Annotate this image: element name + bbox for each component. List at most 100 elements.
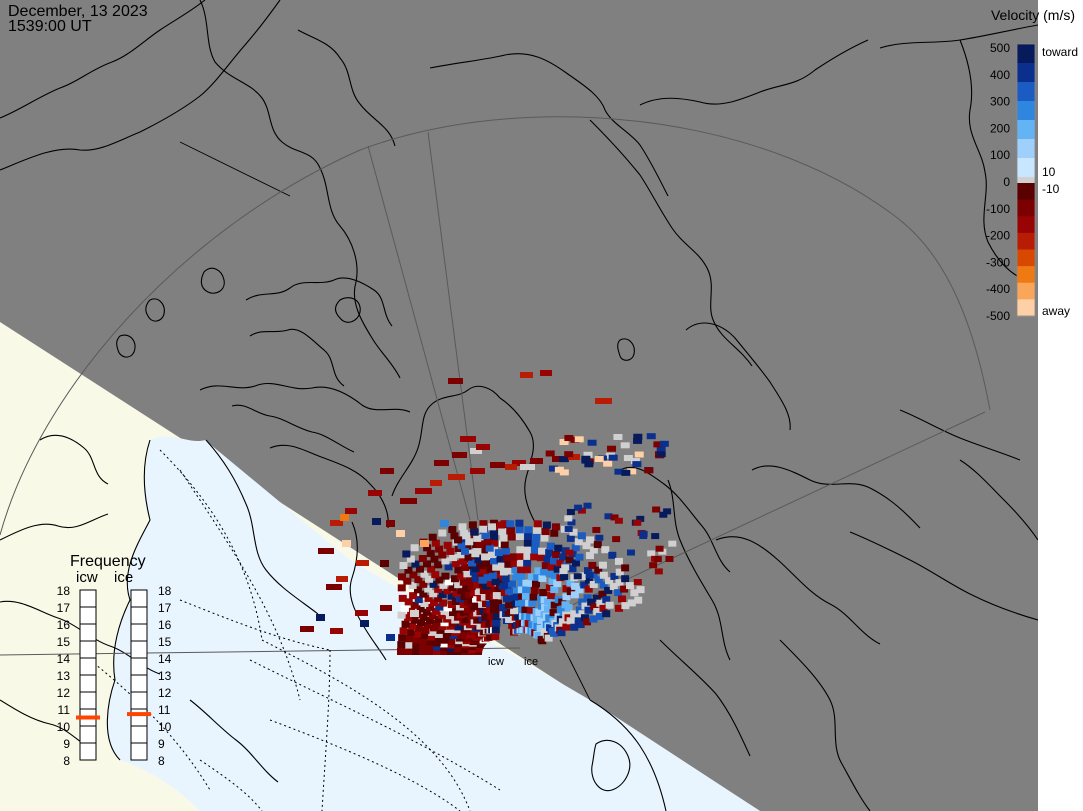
backscatter-cell — [559, 568, 568, 576]
backscatter-cell — [639, 533, 648, 540]
backscatter-cell — [399, 562, 408, 570]
backscatter-cell — [564, 526, 573, 533]
backscatter-cell — [614, 517, 623, 524]
backscatter-cell — [567, 519, 576, 526]
backscatter-cell — [531, 540, 540, 548]
backscatter-cell — [419, 632, 428, 640]
backscatter-cell — [626, 582, 635, 590]
backscatter-cell — [603, 460, 613, 467]
velocity-tick-label: 300 — [990, 95, 1010, 109]
backscatter-cell — [588, 561, 597, 569]
backscatter-cell — [570, 623, 579, 631]
backscatter-cell — [543, 555, 552, 563]
backscatter-cell — [426, 549, 435, 557]
backscatter-cell — [652, 506, 661, 513]
backscatter-cell — [530, 546, 539, 554]
backscatter-cell — [540, 370, 552, 376]
backscatter-cell — [621, 602, 630, 610]
backscatter-cell — [608, 454, 618, 461]
velocity-tick-label: 200 — [990, 121, 1010, 135]
backscatter-cell — [498, 562, 507, 570]
frequency-tick-label: 12 — [158, 686, 172, 700]
backscatter-cell — [432, 643, 441, 651]
backscatter-cell — [527, 579, 536, 587]
frequency-tick-label: 13 — [158, 669, 172, 683]
backscatter-cell — [528, 600, 537, 608]
backscatter-cell — [506, 520, 515, 528]
backscatter-cell — [536, 624, 545, 632]
backscatter-cell — [594, 455, 604, 462]
backscatter-cell — [438, 622, 447, 630]
backscatter-cell — [620, 442, 630, 449]
backscatter-cell — [399, 627, 408, 635]
backscatter-cell — [425, 648, 433, 655]
backscatter-cell — [565, 556, 574, 564]
backscatter-cell — [482, 582, 490, 590]
backscatter-cell — [485, 544, 494, 552]
backscatter-cell — [534, 567, 543, 575]
backscatter-cell — [553, 565, 562, 573]
backscatter-cell — [554, 466, 564, 473]
backscatter-cell — [340, 514, 349, 521]
backscatter-cell — [627, 468, 637, 475]
backscatter-cell — [545, 570, 554, 578]
backscatter-cell — [401, 620, 410, 628]
backscatter-cell — [336, 576, 348, 582]
backscatter-cell — [530, 458, 543, 464]
backscatter-cell — [403, 577, 412, 585]
colorbar-segment-away — [1017, 216, 1035, 234]
backscatter-cell — [566, 588, 575, 596]
backscatter-cell — [408, 581, 417, 589]
backscatter-cell — [485, 599, 494, 607]
backscatter-cell — [589, 615, 598, 623]
backscatter-cell — [592, 526, 601, 533]
backscatter-cell — [472, 595, 481, 603]
backscatter-cell — [481, 553, 490, 561]
backscatter-cell — [397, 611, 406, 619]
backscatter-cell — [533, 526, 542, 534]
backscatter-cell — [471, 550, 480, 558]
backscatter-cell — [404, 641, 413, 649]
backscatter-cell — [599, 571, 608, 579]
backscatter-cell — [498, 604, 507, 612]
frequency-tick-label: 11 — [58, 703, 71, 717]
frequency-scales: 18 17 16 15 14 13 12 11 10 9 8 18 17 16 15 14 13 12 11 10 9 8 — [57, 584, 172, 768]
backscatter-cell — [540, 568, 549, 576]
backscatter-cell — [434, 460, 449, 466]
date-label: December, 13 2023 — [8, 3, 148, 20]
backscatter-cell — [486, 580, 495, 588]
backscatter-cell — [415, 565, 424, 573]
backscatter-cell — [545, 450, 555, 457]
backscatter-cell — [429, 590, 438, 598]
backscatter-cell — [514, 613, 523, 621]
backscatter-cell — [431, 571, 440, 579]
backscatter-cell — [421, 626, 430, 634]
backscatter-cell — [501, 547, 510, 555]
frequency-tick-label: 17 — [158, 601, 172, 615]
backscatter-cell — [420, 570, 429, 578]
backscatter-cell — [467, 597, 476, 605]
backscatter-cell — [386, 634, 395, 641]
backscatter-cell — [605, 601, 614, 609]
backscatter-cell — [541, 562, 550, 570]
backscatter-cell — [490, 539, 498, 547]
backscatter-cell — [633, 433, 643, 440]
backscatter-cell — [445, 578, 454, 586]
velocity-tick-label: 400 — [990, 68, 1010, 82]
backscatter-cell — [573, 573, 582, 580]
backscatter-cell — [429, 599, 438, 607]
backscatter-cell — [589, 580, 598, 588]
backscatter-cell — [620, 585, 629, 593]
frequency-cell — [130, 725, 148, 744]
backscatter-cell — [549, 557, 558, 565]
backscatter-cell — [562, 593, 571, 601]
backscatter-cell — [505, 567, 514, 575]
backscatter-cell — [605, 577, 614, 585]
backscatter-cell — [465, 576, 474, 584]
frequency-tick-label: 11 — [158, 703, 171, 717]
backscatter-cell — [438, 529, 447, 537]
backscatter-cell — [550, 601, 559, 609]
backscatter-cell — [461, 563, 470, 571]
backscatter-cell — [411, 648, 419, 655]
colorbar-segment-away — [1017, 282, 1035, 300]
